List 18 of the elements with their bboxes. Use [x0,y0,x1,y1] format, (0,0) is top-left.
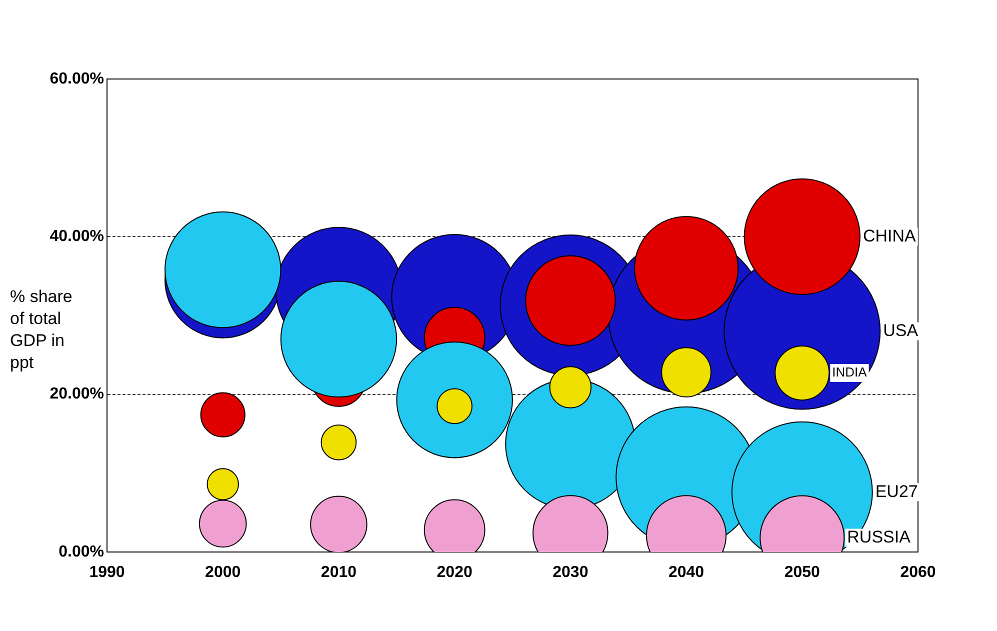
x-tick-label: 2040 [668,564,704,582]
y-axis-title: % share of total GDP in ppt [10,286,74,374]
series-label: INDIA [832,364,868,380]
x-tick-label: 1990 [89,564,125,582]
x-tick-label: 2020 [436,564,472,582]
x-tick-label: 2000 [205,564,241,582]
x-tick-label: 2010 [320,564,357,582]
x-tick-label: 2060 [900,564,936,582]
y-tick-label: 60.00% [50,70,104,88]
x-tick-label: 2030 [552,564,588,582]
series-label: CHINA [862,226,917,246]
series-label: EU27 [875,482,918,501]
y-tick-label: 20.00% [50,386,104,403]
series-label: RUSSIA [847,527,912,546]
series-label: USA [883,320,919,340]
y-tick-label: 0.00% [58,543,104,560]
y-tick-label: 40.00% [50,228,104,246]
x-tick-label: 2050 [784,564,820,582]
